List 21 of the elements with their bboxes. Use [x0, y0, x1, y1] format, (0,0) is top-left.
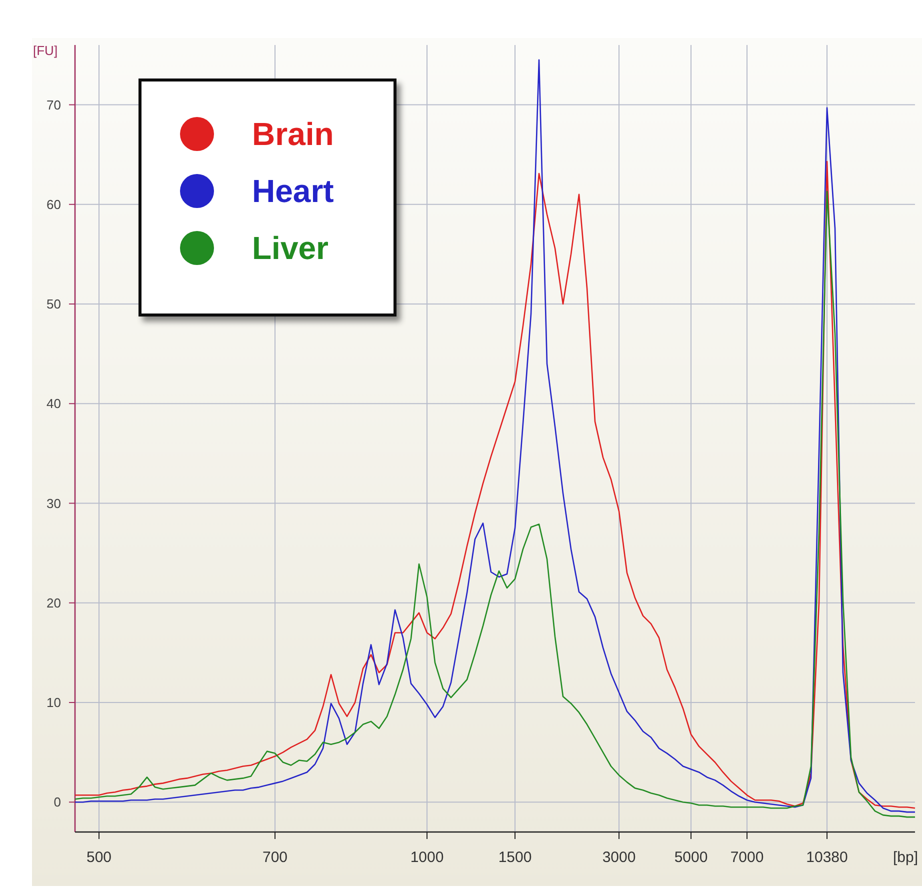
legend-label: Brain [252, 116, 334, 152]
x-tick-label: 700 [262, 849, 288, 866]
x-axis-title: [bp] [892, 849, 918, 866]
y-tick-label: 30 [46, 496, 61, 511]
x-tick-label: 1000 [410, 849, 444, 866]
y-tick-label: 70 [46, 97, 61, 112]
x-tick-label: 500 [86, 849, 112, 866]
x-tick-label: 10380 [806, 849, 848, 866]
x-tick-label: 1500 [498, 849, 532, 866]
x-tick-label: 3000 [602, 849, 636, 866]
y-axis-title: [FU] [33, 43, 58, 58]
legend-label: Heart [252, 173, 334, 210]
y-tick-label: 0 [54, 794, 61, 810]
legend-label: Liver [252, 230, 328, 266]
y-tick-label: 40 [46, 396, 61, 412]
y-tick-label: 20 [46, 595, 61, 610]
x-tick-label: 5000 [674, 849, 708, 866]
x-tick-label: 7000 [730, 849, 764, 866]
y-tick-label: 60 [46, 196, 61, 212]
y-tick-label: 10 [46, 695, 61, 710]
y-tick-label: 50 [46, 296, 61, 312]
